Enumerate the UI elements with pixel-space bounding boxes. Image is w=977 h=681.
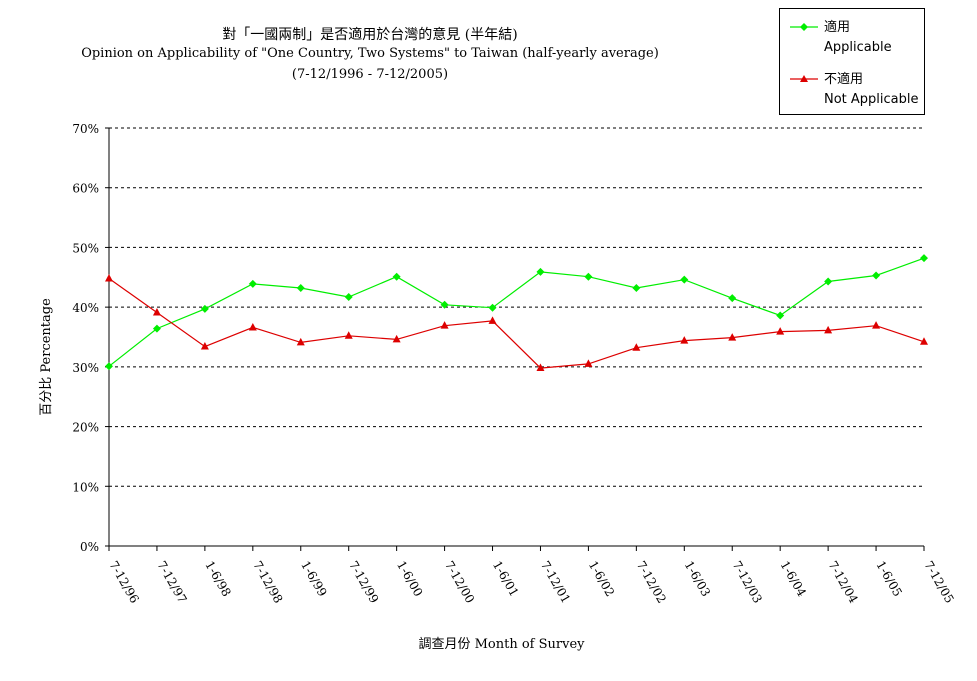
x-tick-label: 7-12/99 [346,559,381,606]
legend-label-not-applicable-en: Not Applicable [824,92,919,107]
x-tick-label: 1-6/00 [394,559,425,599]
data-point-not-applicable [872,321,881,329]
x-tick-label: 7-12/03 [730,559,765,606]
data-point-applicable [584,272,593,281]
data-point-not-applicable [296,337,305,346]
data-point-not-applicable [920,337,928,345]
y-tick-label: 70% [72,122,99,136]
data-point-applicable [200,304,209,313]
x-axis-label: 調查月份 Month of Survey [418,637,585,652]
series-line-not-applicable [108,278,925,369]
x-tick-label: 7-12/05 [921,559,956,606]
chart-title: 對「一國兩制」是否適用於台灣的意見 (半年結) [222,27,518,43]
legend-marker-applicable [790,23,818,31]
data-point-applicable [248,279,257,288]
legend-label-applicable-en: Applicable [824,40,892,55]
data-point-applicable [824,277,833,286]
data-point-not-applicable [440,321,449,329]
x-tick-label: 1-6/01 [490,559,521,599]
y-tick-label: 10% [72,480,99,494]
x-tick-label: 7-12/96 [106,559,141,606]
data-point-applicable [536,267,545,276]
data-point-not-applicable [152,308,161,316]
legend-marker-not-applicable [790,75,818,82]
data-point-not-applicable [824,325,833,334]
data-point-applicable [488,303,497,312]
y-tick-label: 40% [72,301,99,315]
legend-item-applicable: 適用 Applicable [780,17,926,57]
data-point-applicable [776,311,785,320]
y-axis-label: 百分比 Percentage [39,298,54,416]
x-tick-label: 1-6/02 [586,559,617,599]
data-point-applicable [680,275,689,284]
y-tick-label: 20% [72,421,99,435]
data-point-not-applicable [776,327,785,335]
data-point-not-applicable [728,333,737,341]
y-tick-label: 60% [72,182,99,196]
x-tick-label: 1-6/98 [202,559,233,599]
data-point-not-applicable [344,331,353,339]
data-point-applicable [105,362,113,371]
data-point-applicable [728,294,737,303]
data-point-not-applicable [680,336,689,344]
y-tick-label: 0% [80,540,99,554]
data-point-not-applicable [105,273,113,282]
data-point-applicable [296,284,305,293]
legend-label-not-applicable-zh: 不適用 [824,72,864,87]
data-point-applicable [392,272,401,281]
x-tick-label: 7-12/98 [250,559,285,606]
x-tick-label: 1-6/05 [873,559,904,599]
legend-item-not-applicable: 不適用 Not Applicable [780,69,926,109]
chart-subtitle: Opinion on Applicability of "One Country… [81,46,659,61]
data-point-not-applicable [536,363,545,372]
y-tick-label: 30% [72,361,99,375]
x-tick-label: 7-12/97 [154,559,189,606]
data-point-applicable [344,292,353,301]
data-point-not-applicable [392,334,401,343]
data-point-not-applicable [488,316,497,324]
x-tick-label: 7-12/00 [442,559,477,606]
series-line-applicable [108,257,925,367]
data-point-not-applicable [584,359,593,367]
data-point-not-applicable [200,342,209,350]
data-point-applicable [152,324,161,333]
x-tick-label: 1-6/99 [298,559,329,599]
chart-period: (7-12/1996 - 7-12/2005) [291,67,449,82]
x-tick-label: 1-6/03 [682,559,713,599]
data-point-not-applicable [248,322,257,331]
x-tick-label: 7-12/02 [634,559,669,606]
data-point-not-applicable [632,343,641,351]
y-tick-label: 50% [72,241,99,255]
data-point-applicable [632,284,641,293]
data-point-applicable [920,254,928,263]
x-tick-label: 7-12/04 [826,559,861,606]
legend: 適用 Applicable 不適用 Not Applicable [779,8,925,115]
data-point-applicable [440,300,449,309]
legend-label-applicable-zh: 適用 [824,20,851,35]
x-tick-label: 1-6/04 [778,559,810,600]
x-tick-label: 7-12/01 [538,559,573,606]
data-point-applicable [872,271,881,280]
